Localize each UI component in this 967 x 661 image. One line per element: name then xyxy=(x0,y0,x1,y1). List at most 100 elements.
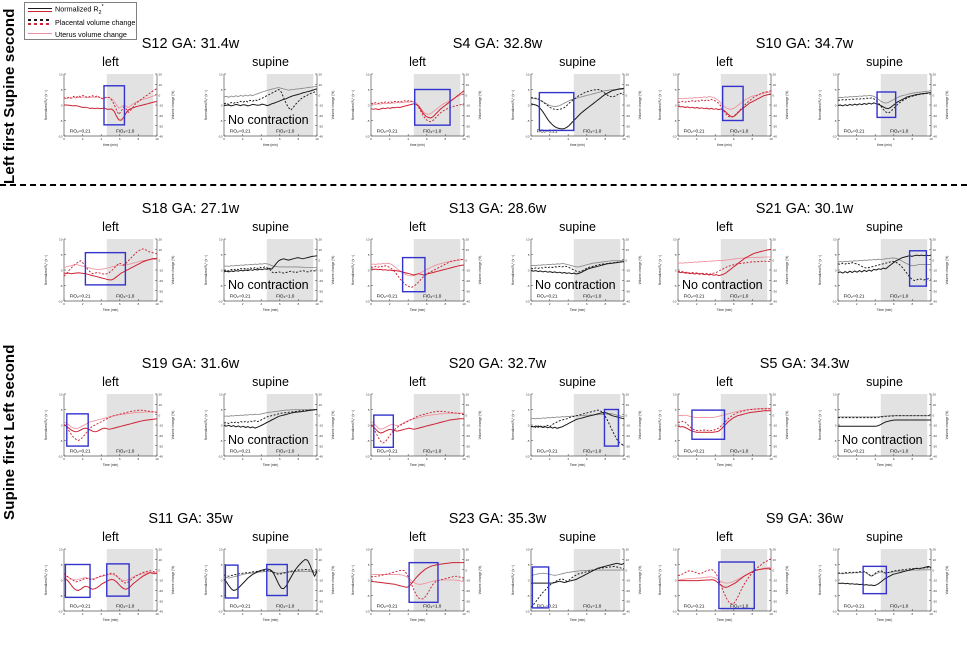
svg-text:5: 5 xyxy=(368,563,370,567)
svg-text:0: 0 xyxy=(368,104,370,108)
svg-text:-40: -40 xyxy=(773,610,778,614)
fio2-high-label: FiO₂=1.0 xyxy=(890,294,909,299)
svg-text:4: 4 xyxy=(100,612,102,616)
svg-text:-30: -30 xyxy=(626,444,631,448)
svg-text:Volume change (%): Volume change (%) xyxy=(331,411,335,440)
no-contraction-label: No contraction xyxy=(842,433,923,447)
svg-text:-10: -10 xyxy=(832,455,837,459)
svg-text:10: 10 xyxy=(159,248,163,252)
svg-text:10: 10 xyxy=(155,457,159,461)
svg-text:-10: -10 xyxy=(58,455,63,459)
svg-text:0: 0 xyxy=(159,93,161,97)
svg-text:-20: -20 xyxy=(933,434,938,438)
svg-text:0: 0 xyxy=(319,258,321,262)
svg-text:20: 20 xyxy=(159,238,163,242)
svg-text:5: 5 xyxy=(528,563,530,567)
svg-text:0: 0 xyxy=(626,413,628,417)
svg-text:0: 0 xyxy=(63,457,65,461)
svg-text:-5: -5 xyxy=(527,119,530,123)
plot-area: 10 5 0 -5 -10 20 10 0 -10 -20 -30 -40 0 2 4 6 8 10 Normali… xyxy=(345,70,490,151)
svg-text:-10: -10 xyxy=(832,135,837,139)
svg-text:-5: -5 xyxy=(834,594,837,598)
svg-text:Normalized R₂* (s⁻¹): Normalized R₂* (s⁻¹) xyxy=(44,90,48,120)
svg-text:0: 0 xyxy=(368,269,370,273)
group-divider xyxy=(0,184,967,186)
contraction-box xyxy=(401,256,426,293)
hyperoxia-shade xyxy=(720,394,768,456)
svg-text:10: 10 xyxy=(462,302,466,306)
panel-position-label: supine xyxy=(866,55,903,69)
hyperoxia-shade xyxy=(106,74,154,136)
svg-text:0: 0 xyxy=(677,137,679,141)
plot-area: 10 5 0 -5 -10 20 10 0 -10 -20 -30 -40 0 2 4 6 8 10 Normali… xyxy=(198,70,343,151)
subject-title: S11 GA: 35w xyxy=(148,511,233,527)
svg-text:0: 0 xyxy=(61,104,63,108)
svg-text:Normalized R₂* (s⁻¹): Normalized R₂* (s⁻¹) xyxy=(44,410,48,440)
subject-title: S9 GA: 36w xyxy=(765,511,844,527)
svg-text:4: 4 xyxy=(407,302,409,306)
contraction-box xyxy=(721,85,744,122)
svg-text:10: 10 xyxy=(59,548,63,552)
svg-text:10: 10 xyxy=(315,137,319,141)
contraction-box xyxy=(862,565,888,595)
svg-text:-10: -10 xyxy=(626,579,631,583)
svg-text:20: 20 xyxy=(159,548,163,552)
svg-text:20: 20 xyxy=(626,238,630,242)
svg-text:-40: -40 xyxy=(159,455,164,459)
svg-text:-10: -10 xyxy=(525,610,530,614)
svg-text:-40: -40 xyxy=(466,455,471,459)
svg-text:5: 5 xyxy=(835,563,837,567)
svg-text:time (min): time (min) xyxy=(263,143,278,147)
svg-text:-5: -5 xyxy=(60,119,63,123)
svg-text:-10: -10 xyxy=(832,610,837,614)
svg-text:-30: -30 xyxy=(933,124,938,128)
panel-left: left 10 5 0 -5 -10 20 10 0 -10 -20 -30 -40 0 2 4 6 8 10 Nor… xyxy=(345,55,490,151)
svg-text:0: 0 xyxy=(63,302,65,306)
svg-text:10: 10 xyxy=(626,403,630,407)
svg-text:0: 0 xyxy=(837,612,839,616)
svg-text:-10: -10 xyxy=(58,610,63,614)
svg-text:Volume change (%): Volume change (%) xyxy=(331,566,335,595)
svg-text:0: 0 xyxy=(223,137,225,141)
svg-text:Volume change (%): Volume change (%) xyxy=(638,411,642,440)
svg-text:0: 0 xyxy=(61,269,63,273)
svg-text:-5: -5 xyxy=(674,119,677,123)
plot-area: 10 5 0 -5 -10 20 10 0 -10 -20 -30 -40 0 2 4 6 8 10 Normali… xyxy=(38,70,183,151)
panel-left: left 10 5 0 -5 -10 20 10 0 -10 -20 -30 -40 0 2 4 6 8 10 Nor… xyxy=(345,220,490,316)
svg-text:-5: -5 xyxy=(674,439,677,443)
svg-text:10: 10 xyxy=(833,548,837,552)
svg-text:-20: -20 xyxy=(466,114,471,118)
svg-text:Volume change (%): Volume change (%) xyxy=(331,91,335,120)
svg-text:0: 0 xyxy=(530,612,532,616)
fio2-high-label: FiO₂=1.0 xyxy=(890,449,909,454)
svg-text:Normalized R₂* (s⁻¹): Normalized R₂* (s⁻¹) xyxy=(204,565,208,595)
panel-supine: supine 10 5 0 -5 -10 20 10 0 -10 -20 -30 -40 0 2 4 6 8 10 N… xyxy=(812,220,957,316)
panel-left: left 10 5 0 -5 -10 20 10 0 -10 -20 -30 -40 0 2 4 6 8 10 Nor… xyxy=(38,530,183,626)
svg-text:4: 4 xyxy=(407,457,409,461)
panel-supine: supine 10 5 0 -5 -10 20 10 0 -10 -20 -30 -40 0 2 4 6 8 10 N… xyxy=(505,220,650,316)
fio2-low-label: FiO₂=0.21 xyxy=(70,604,91,609)
hyperoxia-shade xyxy=(413,239,461,301)
svg-text:Volume change (%): Volume change (%) xyxy=(785,566,789,595)
svg-text:-10: -10 xyxy=(319,579,324,583)
svg-text:0: 0 xyxy=(837,302,839,306)
svg-text:Normalized R₂* (s⁻¹): Normalized R₂* (s⁻¹) xyxy=(351,90,355,120)
svg-text:20: 20 xyxy=(933,238,937,242)
svg-text:0: 0 xyxy=(675,104,677,108)
svg-text:Time (min): Time (min) xyxy=(263,463,279,467)
svg-text:0: 0 xyxy=(530,457,532,461)
hyperoxia-shade xyxy=(266,394,314,456)
svg-text:10: 10 xyxy=(466,83,470,87)
svg-text:-30: -30 xyxy=(626,124,631,128)
svg-text:4: 4 xyxy=(714,302,716,306)
svg-text:2: 2 xyxy=(389,302,391,306)
svg-text:0: 0 xyxy=(677,302,679,306)
svg-text:0: 0 xyxy=(835,579,837,583)
svg-text:6: 6 xyxy=(426,302,428,306)
svg-text:5: 5 xyxy=(221,563,223,567)
svg-text:5: 5 xyxy=(221,88,223,92)
svg-text:Normalized R₂* (s⁻¹): Normalized R₂* (s⁻¹) xyxy=(204,410,208,440)
svg-text:10: 10 xyxy=(833,393,837,397)
svg-text:10: 10 xyxy=(315,302,319,306)
svg-text:20: 20 xyxy=(319,548,323,552)
